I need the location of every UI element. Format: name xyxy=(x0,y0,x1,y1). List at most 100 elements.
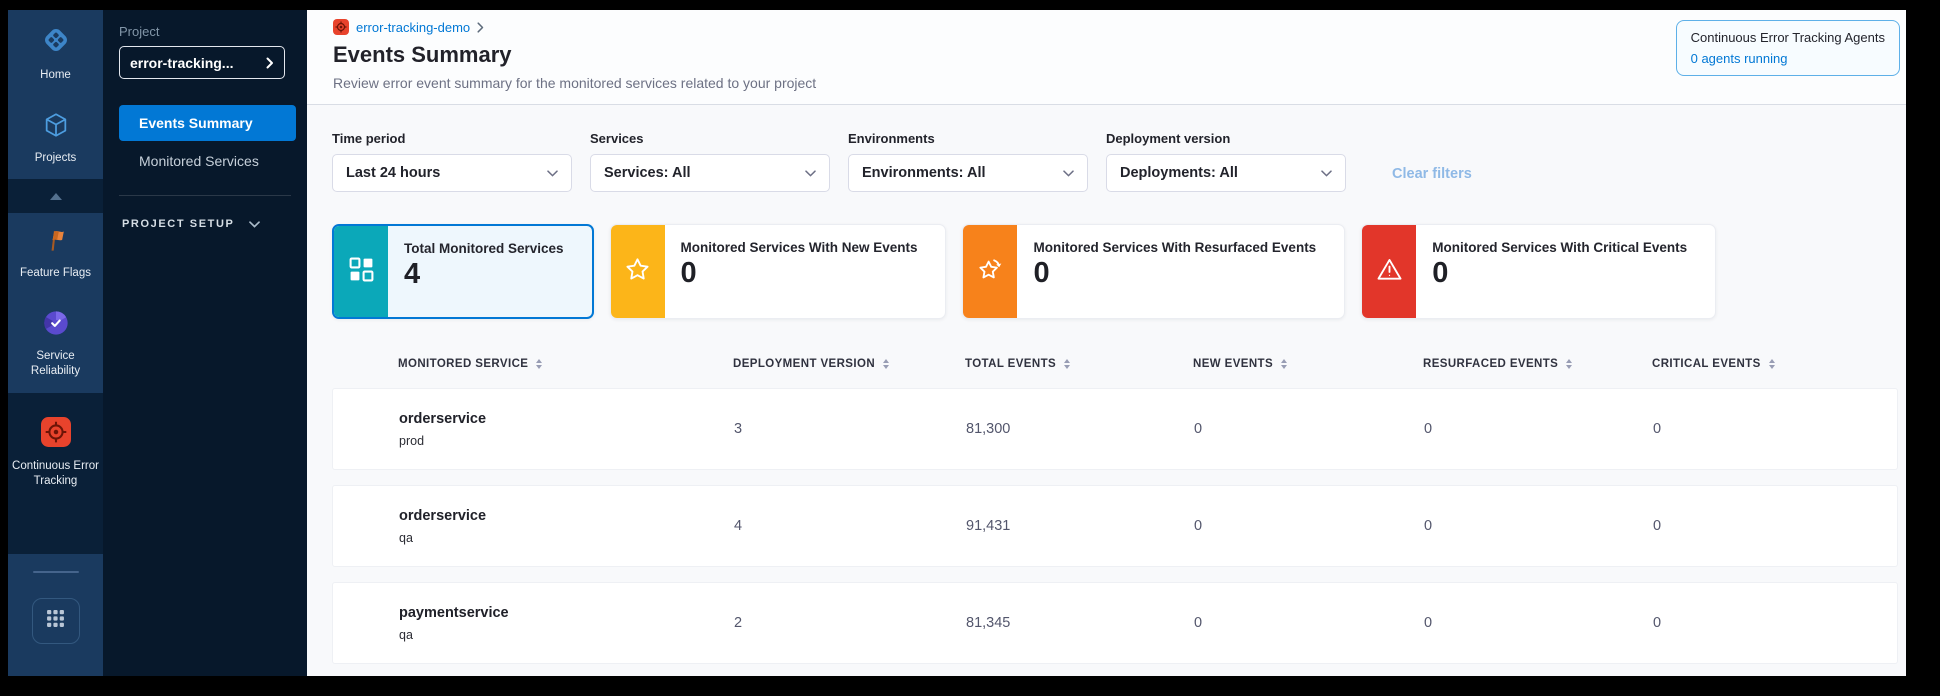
card-value: 0 xyxy=(1432,257,1449,289)
main-content: error-tracking-demo Events Summary Revie… xyxy=(307,10,1906,676)
filter-label: Services xyxy=(590,131,644,146)
summary-card-3[interactable]: Monitored Services With Critical Events … xyxy=(1361,224,1717,319)
cell-deployment-version: 2 xyxy=(734,615,743,631)
rail-item-label: Projects xyxy=(34,151,77,164)
chevron-down-icon xyxy=(248,220,260,228)
services-select[interactable]: Services: All xyxy=(590,154,830,192)
summary-card-1[interactable]: Monitored Services With New Events 0 xyxy=(609,224,947,319)
rail-item-feature-flags[interactable]: Feature Flags xyxy=(8,213,103,295)
chevron-right-icon xyxy=(266,57,274,69)
summary-card-2[interactable]: Monitored Services With Resurfaced Event… xyxy=(962,224,1346,319)
filter-environments: Environments Environments: All xyxy=(848,131,1088,192)
agents-running-link[interactable]: 0 agents running xyxy=(1690,50,1788,66)
service-environment: qa xyxy=(399,530,413,545)
select-value: Environments: All xyxy=(862,165,986,181)
service-name: orderservice xyxy=(399,507,487,524)
table-row[interactable]: paymentservice qa 2 81,345 0 0 0 xyxy=(332,582,1898,664)
summary-card-0[interactable]: Total Monitored Services 4 xyxy=(332,224,594,319)
rail-item-home[interactable]: Home xyxy=(8,10,103,97)
column-header-critical-events[interactable]: CRITICAL EVENTS xyxy=(1652,358,1898,370)
project-setup-label: PROJECT SETUP xyxy=(122,218,235,230)
service-environment: prod xyxy=(399,433,425,448)
table-header: MONITORED SERVICE DEPLOYMENT VERSION TOT… xyxy=(332,352,1898,376)
harness-logo-icon xyxy=(40,24,72,61)
filter-label: Time period xyxy=(332,131,406,146)
column-header-monitored-service[interactable]: MONITORED SERVICE xyxy=(332,358,733,370)
sort-icon xyxy=(1566,359,1573,369)
select-value: Last 24 hours xyxy=(346,165,441,181)
rail-item-label: Home xyxy=(40,69,71,81)
cell-new-events: 0 xyxy=(1194,421,1203,437)
app-window: Home Projects Feature Flags xyxy=(8,10,1906,676)
chevron-right-icon xyxy=(477,21,484,33)
filter-label: Deployment version xyxy=(1106,131,1231,146)
grid-icon xyxy=(46,609,65,633)
filter-deployment-version: Deployment version Deployments: All xyxy=(1106,131,1346,192)
deployments-select[interactable]: Deployments: All xyxy=(1106,154,1346,192)
page-subtitle: Review error event summary for the monit… xyxy=(333,75,817,91)
rail-item-label: Continuous Error Tracking xyxy=(12,459,99,488)
summary-card-strip-2 xyxy=(963,225,1018,318)
service-name: orderservice xyxy=(399,410,487,427)
warning-icon xyxy=(1376,256,1403,288)
service-name: paymentservice xyxy=(399,604,509,621)
table-row[interactable]: orderservice prod 3 81,300 0 0 0 xyxy=(332,388,1898,470)
column-header-new-events[interactable]: NEW EVENTS xyxy=(1193,358,1423,370)
environments-select[interactable]: Environments: All xyxy=(848,154,1088,192)
project-sidebar: Project error-tracking... Events Summary… xyxy=(103,10,307,676)
rail-section-selected: Continuous Error Tracking xyxy=(8,392,103,554)
rail-item-label: Service Reliability xyxy=(30,349,81,378)
sort-icon xyxy=(1064,359,1071,369)
page-header: error-tracking-demo Events Summary Revie… xyxy=(307,10,1906,105)
rail-item-label: Feature Flags xyxy=(20,267,91,280)
cell-deployment-version: 4 xyxy=(734,518,743,534)
rail-item-service-reliability[interactable]: Service Reliability xyxy=(8,295,103,393)
star-refresh-icon xyxy=(977,256,1004,288)
rail-section-top: Home Projects xyxy=(8,10,103,180)
target-icon xyxy=(40,416,71,452)
select-value: Services: All xyxy=(604,165,691,181)
summary-cards: Total Monitored Services 4 Monitored Ser… xyxy=(332,224,1898,319)
cell-total-events: 81,345 xyxy=(966,615,1011,631)
cell-resurfaced-events: 0 xyxy=(1424,615,1433,631)
star-icon xyxy=(624,256,651,288)
card-value: 0 xyxy=(680,257,697,289)
time-period-select[interactable]: Last 24 hours xyxy=(332,154,572,192)
sidebar-item-events-summary[interactable]: Events Summary xyxy=(119,105,296,141)
project-setup-toggle[interactable]: PROJECT SETUP xyxy=(122,218,291,230)
chevron-down-icon xyxy=(547,169,558,177)
column-header-resurfaced-events[interactable]: RESURFACED EVENTS xyxy=(1423,358,1652,370)
card-label: Total Monitored Services xyxy=(404,241,564,256)
cube-icon xyxy=(42,111,70,144)
cet-project-icon xyxy=(333,19,349,35)
page-body: Time period Last 24 hours Services Servi… xyxy=(307,105,1906,676)
rail-item-projects[interactable]: Projects xyxy=(8,97,103,180)
column-header-deployment-version[interactable]: DEPLOYMENT VERSION xyxy=(733,358,965,370)
sort-icon xyxy=(883,359,890,369)
divider xyxy=(119,195,291,196)
project-selector[interactable]: error-tracking... xyxy=(119,46,285,79)
dashboard-icon xyxy=(348,256,375,288)
filter-time-period: Time period Last 24 hours xyxy=(332,131,572,192)
breadcrumb-project-link[interactable]: error-tracking-demo xyxy=(356,19,471,35)
cell-deployment-version: 3 xyxy=(734,421,743,437)
column-header-total-events[interactable]: TOTAL EVENTS xyxy=(965,358,1193,370)
project-section-label: Project xyxy=(119,24,160,39)
summary-card-strip-0 xyxy=(334,226,388,317)
cell-resurfaced-events: 0 xyxy=(1424,421,1433,437)
table-row[interactable]: orderservice qa 4 91,431 0 0 0 xyxy=(332,485,1898,567)
cell-new-events: 0 xyxy=(1194,518,1203,534)
chevron-down-icon xyxy=(805,169,816,177)
chevron-down-icon xyxy=(1321,169,1332,177)
sidebar-item-monitored-services[interactable]: Monitored Services xyxy=(139,153,259,169)
filters-bar: Time period Last 24 hours Services Servi… xyxy=(332,131,1898,192)
summary-card-strip-1 xyxy=(610,225,665,318)
sort-icon xyxy=(1768,359,1775,369)
card-label: Monitored Services With Critical Events xyxy=(1432,240,1688,255)
clear-filters-button[interactable]: Clear filters xyxy=(1392,166,1472,182)
chevron-up-icon[interactable] xyxy=(49,192,62,200)
module-switcher-button[interactable] xyxy=(31,598,80,644)
project-nav: Events Summary Monitored Services xyxy=(103,105,307,179)
agents-status-box: Continuous Error Tracking Agents 0 agent… xyxy=(1675,20,1900,77)
rail-item-continuous-error-tracking[interactable]: Continuous Error Tracking xyxy=(8,403,103,503)
